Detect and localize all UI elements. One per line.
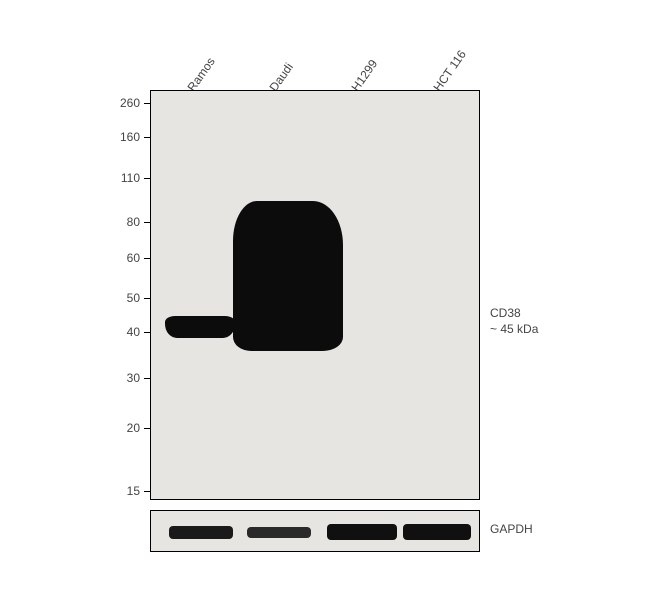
ladder-20: 20 [110, 421, 140, 435]
gapdh-blot-panel [150, 510, 480, 552]
ladder-110: 110 [110, 171, 140, 185]
band-ramos-cd38 [165, 316, 235, 338]
ladder-30: 30 [110, 371, 140, 385]
lane-label-h1299: H1299 [349, 57, 381, 94]
lane-label-ramos: Ramos [185, 55, 218, 94]
band-ramos-gapdh [169, 526, 233, 539]
ladder-160: 160 [110, 130, 140, 144]
cd38-blot-panel [150, 90, 480, 500]
annotation-cd38: CD38 ~ 45 kDa [490, 306, 538, 337]
ladder-15: 15 [110, 484, 140, 498]
ladder-260: 260 [110, 96, 140, 110]
band-daudi-cd38 [233, 201, 343, 351]
gapdh-label: GAPDH [490, 522, 533, 536]
lane-label-hct116: HCT 116 [431, 48, 469, 94]
ladder-80: 80 [110, 215, 140, 229]
cd38-label-line2: ~ 45 kDa [490, 322, 538, 336]
annotation-gapdh: GAPDH [490, 522, 533, 538]
ladder-40: 40 [110, 325, 140, 339]
ladder-60: 60 [110, 251, 140, 265]
lane-label-daudi: Daudi [267, 60, 296, 94]
band-daudi-gapdh [247, 527, 311, 538]
cd38-label-line1: CD38 [490, 306, 521, 320]
ladder-50: 50 [110, 291, 140, 305]
band-h1299-gapdh [327, 524, 397, 540]
band-hct116-gapdh [403, 524, 471, 540]
western-blot-figure: Ramos Daudi H1299 HCT 116 260 160 110 80… [0, 0, 650, 609]
